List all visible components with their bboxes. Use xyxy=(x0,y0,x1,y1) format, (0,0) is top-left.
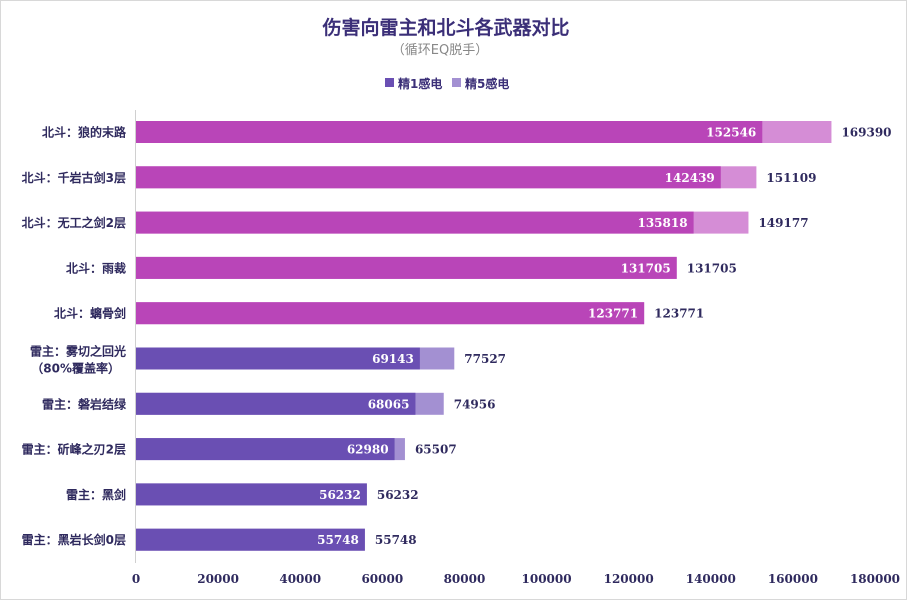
bar-group: 55748 55748 雷主：黑岩长剑0层 xyxy=(22,528,417,551)
bar-r1 xyxy=(136,483,367,506)
data-label-r1: 123771 xyxy=(588,307,638,321)
data-label-r5: 74956 xyxy=(454,397,496,411)
category-label: 北斗：狼的末路 xyxy=(42,125,127,140)
category-label: 北斗：千岩古剑3层 xyxy=(22,170,126,185)
x-tick-label: 160000 xyxy=(768,572,818,586)
category-label-line2: （80%覆盖率） xyxy=(31,361,120,376)
bar-group: 135818 149177 北斗：无工之剑2层 xyxy=(22,211,809,234)
data-label-r1: 56232 xyxy=(319,488,361,502)
x-tick-label: 40000 xyxy=(279,572,321,586)
bar-r1 xyxy=(136,256,677,279)
data-label-r1: 69143 xyxy=(372,352,414,366)
x-tick-label: 0 xyxy=(132,572,140,586)
bar-group: 68065 74956 雷主：磐岩结绿 xyxy=(42,392,496,415)
x-tick-label: 120000 xyxy=(604,572,654,586)
x-tick-label: 100000 xyxy=(522,572,572,586)
data-label-r5: 56232 xyxy=(377,488,419,502)
category-label: 雷主：磐岩结绿 xyxy=(42,396,127,411)
bar-r1 xyxy=(136,438,395,461)
bar-group: 56232 56232 雷主：黑剑 xyxy=(66,483,419,506)
category-label: 雷主：黑剑 xyxy=(66,487,126,502)
legend-label-r5: 精5感电 xyxy=(465,76,509,91)
x-tick-label: 60000 xyxy=(361,572,403,586)
bar-r1 xyxy=(136,347,420,370)
x-tick-label: 80000 xyxy=(444,572,486,586)
bar-group: 69143 77527 雷主：雾切之回光 （80%覆盖率） xyxy=(30,344,506,376)
bar-r1 xyxy=(136,528,365,551)
bar-group: 142439 151109 北斗：千岩古剑3层 xyxy=(22,166,816,189)
chart-title: 伤害向雷主和北斗各武器对比 xyxy=(321,16,569,39)
category-label: 北斗：无工之剑2层 xyxy=(22,215,126,230)
x-tick-label: 20000 xyxy=(197,572,239,586)
data-label-r1: 152546 xyxy=(706,126,756,140)
category-label: 北斗：雨裁 xyxy=(66,260,126,275)
legend-swatch-r5 xyxy=(452,78,461,87)
bar-group: 131705 131705 北斗：雨裁 xyxy=(66,256,737,279)
legend-swatch-r1 xyxy=(385,78,394,87)
chart-subtitle: （循环EQ脱手） xyxy=(392,43,488,58)
bar-r1 xyxy=(136,392,416,415)
data-label-r1: 131705 xyxy=(621,261,671,275)
data-label-r1: 142439 xyxy=(665,171,715,185)
data-label-r5: 131705 xyxy=(687,261,737,275)
data-label-r5: 149177 xyxy=(758,216,808,230)
data-label-r1: 135818 xyxy=(637,216,687,230)
data-label-r5: 123771 xyxy=(654,307,704,321)
x-tick-label: 140000 xyxy=(686,572,736,586)
category-label: 雷主：斫峰之刃2层 xyxy=(22,442,126,457)
category-label: 雷主：黑岩长剑0层 xyxy=(22,532,126,547)
bar-r1 xyxy=(136,121,763,143)
category-label: 雷主：雾切之回光 xyxy=(30,344,126,359)
x-tick-label: 180000 xyxy=(850,572,900,586)
legend: 精1感电 精5感电 xyxy=(385,76,509,91)
data-label-r5: 169390 xyxy=(841,126,891,140)
bar-r1 xyxy=(136,211,694,234)
data-label-r5: 55748 xyxy=(375,533,417,547)
category-label: 北斗：螭骨剑 xyxy=(54,306,126,321)
data-label-r1: 62980 xyxy=(347,443,389,457)
data-label-r5: 65507 xyxy=(415,443,457,457)
bar-r1 xyxy=(136,166,721,189)
data-label-r1: 55748 xyxy=(317,533,359,547)
bar-group: 62980 65507 雷主：斫峰之刃2层 xyxy=(22,438,457,461)
data-label-r1: 68065 xyxy=(368,397,410,411)
data-label-r5: 77527 xyxy=(464,352,506,366)
data-label-r5: 151109 xyxy=(766,171,816,185)
bar-r1 xyxy=(136,302,645,325)
bar-group: 152546 169390 北斗：狼的末路 xyxy=(42,121,892,143)
bar-group: 123771 123771 北斗：螭骨剑 xyxy=(54,302,704,325)
legend-label-r1: 精1感电 xyxy=(398,76,442,91)
